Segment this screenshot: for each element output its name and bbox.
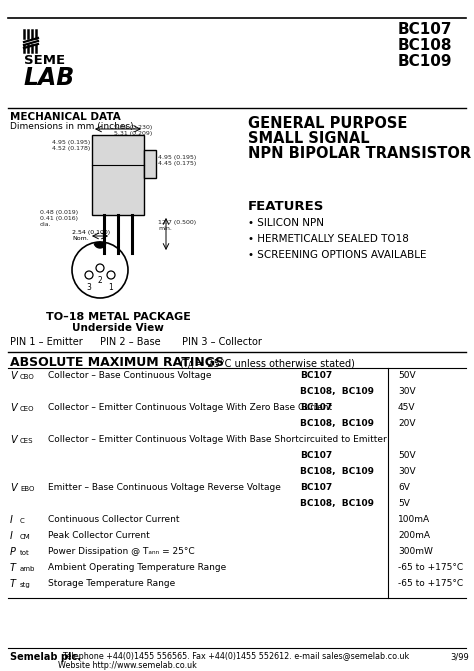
Text: 30V: 30V bbox=[398, 467, 416, 476]
Text: BC108,  BC109: BC108, BC109 bbox=[300, 499, 374, 508]
Text: Telephone +44(0)1455 556565. Fax +44(0)1455 552612. e-mail sales@semelab.co.uk: Telephone +44(0)1455 556565. Fax +44(0)1… bbox=[58, 652, 409, 661]
Text: stg: stg bbox=[20, 582, 31, 588]
Text: EBO: EBO bbox=[20, 486, 35, 492]
Text: Peak Collector Current: Peak Collector Current bbox=[48, 531, 150, 540]
Text: (T: (T bbox=[179, 358, 189, 368]
Text: 0.48 (0.019)
0.41 (0.016)
dia.: 0.48 (0.019) 0.41 (0.016) dia. bbox=[40, 210, 78, 227]
Text: amb: amb bbox=[20, 566, 36, 572]
Text: T: T bbox=[10, 579, 16, 589]
Text: 2.54 (0.100)
Nom.: 2.54 (0.100) Nom. bbox=[72, 230, 110, 241]
Text: 5V: 5V bbox=[398, 499, 410, 508]
Text: 12.7 (0.500)
min.: 12.7 (0.500) min. bbox=[158, 220, 196, 231]
Text: NPN BIPOLAR TRANSISTOR: NPN BIPOLAR TRANSISTOR bbox=[248, 146, 471, 161]
Text: Semelab plc.: Semelab plc. bbox=[10, 652, 81, 662]
Text: 4.95 (0.195)
4.52 (0.178): 4.95 (0.195) 4.52 (0.178) bbox=[52, 140, 90, 151]
Text: BC107: BC107 bbox=[300, 451, 332, 460]
Text: FEATURES: FEATURES bbox=[248, 200, 324, 213]
Text: 200mA: 200mA bbox=[398, 531, 430, 540]
Text: BC107: BC107 bbox=[398, 22, 453, 37]
Text: Storage Temperature Range: Storage Temperature Range bbox=[48, 579, 175, 588]
Text: BC108,  BC109: BC108, BC109 bbox=[300, 387, 374, 396]
Text: 6V: 6V bbox=[398, 483, 410, 492]
Text: V: V bbox=[10, 435, 17, 445]
Text: -65 to +175°C: -65 to +175°C bbox=[398, 563, 463, 572]
Text: • HERMETICALLY SEALED TO18: • HERMETICALLY SEALED TO18 bbox=[248, 234, 409, 244]
Text: BC107: BC107 bbox=[300, 483, 332, 492]
Text: I: I bbox=[10, 515, 13, 525]
Text: PIN 1 – Emitter: PIN 1 – Emitter bbox=[10, 337, 83, 347]
Text: BC108,  BC109: BC108, BC109 bbox=[300, 419, 374, 428]
Text: A: A bbox=[188, 361, 193, 370]
Text: Website http://www.semelab.co.uk: Website http://www.semelab.co.uk bbox=[58, 661, 197, 670]
Text: P: P bbox=[10, 547, 16, 557]
Text: Underside View: Underside View bbox=[72, 323, 164, 333]
Text: Emitter – Base Continuous Voltage Reverse Voltage: Emitter – Base Continuous Voltage Revers… bbox=[48, 483, 281, 492]
Text: 300mW: 300mW bbox=[398, 547, 433, 556]
Text: 100mA: 100mA bbox=[398, 515, 430, 524]
Text: TO–18 METAL PACKAGE: TO–18 METAL PACKAGE bbox=[46, 312, 191, 322]
Text: 4.95 (0.195)
4.45 (0.175): 4.95 (0.195) 4.45 (0.175) bbox=[158, 155, 196, 166]
Text: • SCREENING OPTIONS AVAILABLE: • SCREENING OPTIONS AVAILABLE bbox=[248, 250, 427, 260]
Text: Collector – Emitter Continuous Voltage With Zero Base Current: Collector – Emitter Continuous Voltage W… bbox=[48, 403, 332, 412]
Bar bbox=[92, 135, 144, 215]
Text: Power Dissipation @ Tₐₙₙ = 25°C: Power Dissipation @ Tₐₙₙ = 25°C bbox=[48, 547, 195, 556]
Text: 50V: 50V bbox=[398, 451, 416, 460]
Text: SEME: SEME bbox=[24, 54, 65, 67]
Text: CEO: CEO bbox=[20, 406, 35, 412]
Text: = 25°C unless otherwise stated): = 25°C unless otherwise stated) bbox=[193, 358, 355, 368]
Text: CBO: CBO bbox=[20, 374, 35, 380]
Text: 45V: 45V bbox=[398, 403, 416, 412]
Text: GENERAL PURPOSE: GENERAL PURPOSE bbox=[248, 116, 407, 131]
Text: -65 to +175°C: -65 to +175°C bbox=[398, 579, 463, 588]
Text: C: C bbox=[20, 518, 25, 524]
Text: 1: 1 bbox=[109, 283, 113, 292]
Text: I: I bbox=[10, 531, 13, 541]
Text: Continuous Collector Current: Continuous Collector Current bbox=[48, 515, 180, 524]
Text: Dimensions in mm (inches): Dimensions in mm (inches) bbox=[10, 122, 134, 131]
Text: BC109: BC109 bbox=[398, 54, 453, 69]
Text: PIN 3 – Collector: PIN 3 – Collector bbox=[182, 337, 262, 347]
Text: BC107: BC107 bbox=[300, 371, 332, 380]
Text: SMALL SIGNAL: SMALL SIGNAL bbox=[248, 131, 370, 146]
Text: V: V bbox=[10, 371, 17, 381]
Text: 3: 3 bbox=[87, 283, 91, 292]
Text: • SILICON NPN: • SILICON NPN bbox=[248, 218, 324, 228]
Text: MECHANICAL DATA: MECHANICAL DATA bbox=[10, 112, 121, 122]
Text: BC108: BC108 bbox=[398, 38, 453, 53]
Text: Collector – Emitter Continuous Voltage With Base Shortcircuited to Emitter: Collector – Emitter Continuous Voltage W… bbox=[48, 435, 387, 444]
Text: 5.84 (0.230)
5.31 (0.209): 5.84 (0.230) 5.31 (0.209) bbox=[114, 125, 152, 136]
Text: CM: CM bbox=[20, 534, 31, 540]
Text: Ambient Operating Temperature Range: Ambient Operating Temperature Range bbox=[48, 563, 226, 572]
Text: T: T bbox=[10, 563, 16, 573]
Text: BC107: BC107 bbox=[300, 403, 332, 412]
Bar bbox=[144, 150, 156, 178]
Text: BC108,  BC109: BC108, BC109 bbox=[300, 467, 374, 476]
Text: Collector – Base Continuous Voltage: Collector – Base Continuous Voltage bbox=[48, 371, 211, 380]
Text: 20V: 20V bbox=[398, 419, 416, 428]
Text: V: V bbox=[10, 403, 17, 413]
Text: ABSOLUTE MAXIMUM RATINGS: ABSOLUTE MAXIMUM RATINGS bbox=[10, 356, 224, 369]
Text: LAB: LAB bbox=[24, 66, 75, 90]
Text: PIN 2 – Base: PIN 2 – Base bbox=[100, 337, 161, 347]
Text: 50V: 50V bbox=[398, 371, 416, 380]
Text: tot: tot bbox=[20, 550, 30, 556]
Text: 2: 2 bbox=[98, 276, 102, 285]
Wedge shape bbox=[94, 242, 106, 248]
Text: 3/99: 3/99 bbox=[450, 652, 469, 661]
Text: 30V: 30V bbox=[398, 387, 416, 396]
Text: CES: CES bbox=[20, 438, 34, 444]
Text: V: V bbox=[10, 483, 17, 493]
